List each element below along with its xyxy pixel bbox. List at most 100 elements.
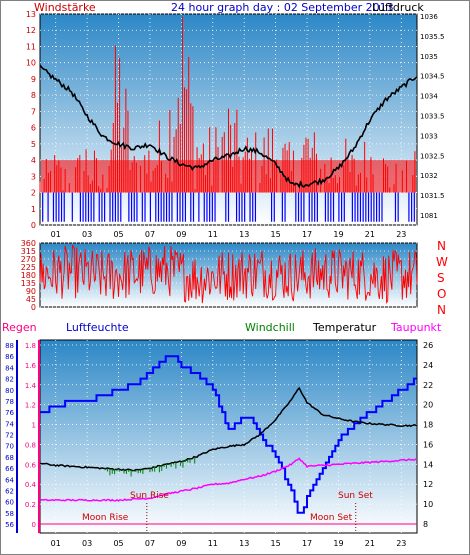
rain-tick-label: 1.8 xyxy=(25,342,36,350)
wind-tick-label: 13 xyxy=(26,10,36,19)
rain-tick-label: 1.6 xyxy=(25,362,37,370)
humidity-tick-label: 58 xyxy=(5,510,14,518)
temperature-tick-label: 20 xyxy=(423,401,433,410)
pressure-tick-label: 1033.5 xyxy=(420,113,445,121)
compass-labels: N W S O N xyxy=(436,239,448,317)
temperature-tick-label: 12 xyxy=(423,480,433,489)
wind-tick-label: 8 xyxy=(31,91,36,100)
direction-tick-label: 135 xyxy=(21,279,36,288)
hour-tick-label: 13 xyxy=(239,230,249,239)
rain-tick-label: 1 xyxy=(32,422,36,430)
wind-tick-label: 4 xyxy=(31,156,36,165)
rain-tick-label: 0.6 xyxy=(25,461,37,469)
humidity-tick-label: 60 xyxy=(5,499,14,507)
humidity-tick-label: 68 xyxy=(5,454,14,462)
chart-marks xyxy=(39,16,418,533)
legend-regen: Regen xyxy=(2,321,37,334)
humidity-tick-label: 74 xyxy=(5,420,14,428)
moon-rise-label: Moon Rise xyxy=(82,513,129,523)
pressure-tick-label: 1034.5 xyxy=(420,73,445,81)
temperature-tick-label: 14 xyxy=(423,460,433,469)
direction-tick-label: 90 xyxy=(26,287,36,296)
graph-title: 24 hour graph day : 02 September 2013 xyxy=(171,1,394,14)
wind-tick-label: 2 xyxy=(31,189,36,198)
rain-tick-label: 1.4 xyxy=(25,382,37,390)
hour-tick-label: 15 xyxy=(271,539,281,548)
wind-tick-label: 7 xyxy=(31,107,36,116)
pressure-tick-label: 1033 xyxy=(420,132,438,140)
climate-panel xyxy=(39,339,418,534)
direction-tick-label: 225 xyxy=(21,263,36,272)
wind-tick-label: 1 xyxy=(31,205,36,214)
humidity-tick-label: 82 xyxy=(5,376,14,384)
pressure-tick-label: 1032 xyxy=(420,172,438,180)
rain-tick-label: 0.8 xyxy=(25,441,36,449)
hour-tick-label: 21 xyxy=(365,539,375,548)
wind-axis-title: Windstärke xyxy=(34,1,96,14)
wind-tick-label: 0 xyxy=(31,221,36,230)
hour-tick-label: 01 xyxy=(51,539,61,548)
compass-w: W xyxy=(436,255,448,269)
dewpoint-line xyxy=(39,457,418,502)
humidity-tick-label: 78 xyxy=(5,398,14,406)
pressure-axis-title: Luftdruck xyxy=(372,1,424,14)
compass-s: S xyxy=(437,271,445,285)
hour-tick-label: 07 xyxy=(145,230,155,239)
sun-set-label: Sun Set xyxy=(338,491,373,501)
direction-tick-label: 0 xyxy=(31,303,36,312)
legend-luftfeuchte: Luftfeuchte xyxy=(66,321,129,334)
hour-tick-label: 07 xyxy=(145,539,155,548)
humidity-tick-label: 76 xyxy=(5,409,14,417)
humidity-tick-label: 72 xyxy=(5,432,14,440)
pressure-tick-label: 1034 xyxy=(420,93,438,101)
wind-tick-label: 6 xyxy=(31,124,36,133)
hour-tick-label: 11 xyxy=(208,539,218,548)
pressure-line xyxy=(39,64,418,189)
humidity-tick-label: 88 xyxy=(5,342,14,350)
direction-tick-label: 180 xyxy=(21,271,36,280)
temperature-tick-label: 18 xyxy=(423,421,433,430)
direction-tick-label: 270 xyxy=(21,255,36,264)
hour-tick-label: 19 xyxy=(333,230,343,239)
legend-temperatur: Temperatur xyxy=(312,321,377,334)
pressure-tick-label: 1032.5 xyxy=(420,152,445,160)
hour-tick-label: 05 xyxy=(113,539,123,548)
humidity-tick-label: 66 xyxy=(5,465,14,473)
pressure-tick-label: 1035.5 xyxy=(420,33,445,41)
wind-tick-label: 3 xyxy=(31,172,36,181)
compass-n-bottom: N xyxy=(437,303,446,317)
humidity-tick-label: 56 xyxy=(5,521,14,529)
hour-tick-label: 15 xyxy=(271,230,281,239)
hour-tick-label: 03 xyxy=(82,539,92,548)
humidity-tick-label: 70 xyxy=(5,443,14,451)
temperature-tick-label: 22 xyxy=(423,381,433,390)
legend-windchill: Windchill xyxy=(245,321,295,334)
pressure-tick-label: 1035 xyxy=(420,53,438,61)
humidity-tick-label: 62 xyxy=(5,487,14,495)
direction-tick-label: 360 xyxy=(21,239,36,248)
direction-tick-label: 45 xyxy=(26,295,36,304)
wind-tick-label: 11 xyxy=(26,42,36,51)
humidity-tick-label: 64 xyxy=(5,476,14,484)
wind-tick-label: 10 xyxy=(26,59,36,68)
pressure-tick-label: 1031.5 xyxy=(420,192,445,200)
hour-tick-label: 23 xyxy=(396,230,406,239)
hour-tick-label: 01 xyxy=(51,230,61,239)
rain-tick-label: 0 xyxy=(32,521,36,529)
rain-tick-label: 1.2 xyxy=(25,402,36,410)
temperature-tick-label: 10 xyxy=(423,500,433,509)
humidity-tick-label: 86 xyxy=(5,353,14,361)
rain-tick-label: 0.2 xyxy=(25,501,36,509)
hour-tick-label: 17 xyxy=(302,230,312,239)
hour-tick-label: 21 xyxy=(365,230,375,239)
compass-n-top: N xyxy=(437,239,446,253)
humidity-tick-label: 84 xyxy=(5,364,14,372)
sun-rise-label: Sun Rise xyxy=(130,491,169,501)
hour-tick-label: 11 xyxy=(208,230,218,239)
wind-tick-label: 9 xyxy=(31,75,36,84)
temperature-tick-label: 24 xyxy=(423,361,433,370)
compass-o: O xyxy=(437,287,446,301)
